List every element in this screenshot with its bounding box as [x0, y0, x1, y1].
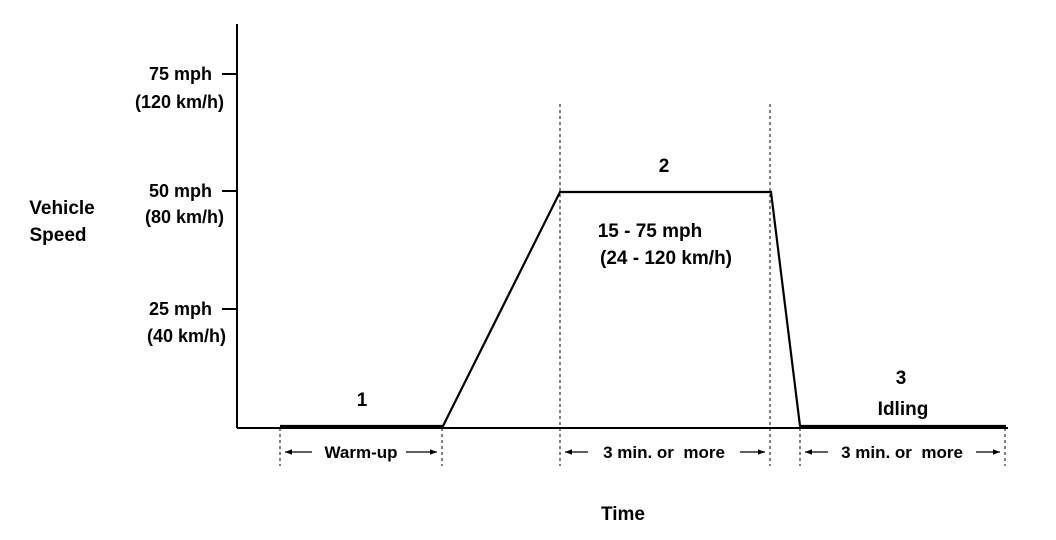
speed-profile-line — [280, 190, 1006, 428]
phase-1-duration: Warm-up — [324, 443, 397, 462]
y-tick-label-75: 75 mph — [149, 64, 212, 84]
y-axis-label-line2: Speed — [29, 225, 86, 246]
y-tick-label-25: 25 mph — [149, 299, 212, 319]
y-tick-label-50: 50 mph — [149, 181, 212, 201]
phase-2-number: 2 — [659, 156, 670, 177]
phase-3-duration: 3 min. or more — [841, 443, 963, 462]
y-tick-sublabel-25: (40 km/h) — [147, 326, 226, 346]
phase-2-range-line1: 15 - 75 mph — [598, 221, 703, 242]
phase-1-number: 1 — [357, 390, 368, 411]
phase-2-range-line2: (24 - 120 km/h) — [600, 248, 732, 269]
y-tick-sublabel-75: (120 km/h) — [135, 92, 224, 112]
y-tick-sublabel-50: (80 km/h) — [145, 207, 224, 227]
y-axis-label-line1: Vehicle — [29, 198, 95, 219]
phase-2-duration: 3 min. or more — [603, 443, 725, 462]
x-axis-label: Time — [601, 504, 645, 525]
phase-3-number: 3 — [896, 368, 907, 389]
phase-3-name: Idling — [878, 399, 929, 420]
